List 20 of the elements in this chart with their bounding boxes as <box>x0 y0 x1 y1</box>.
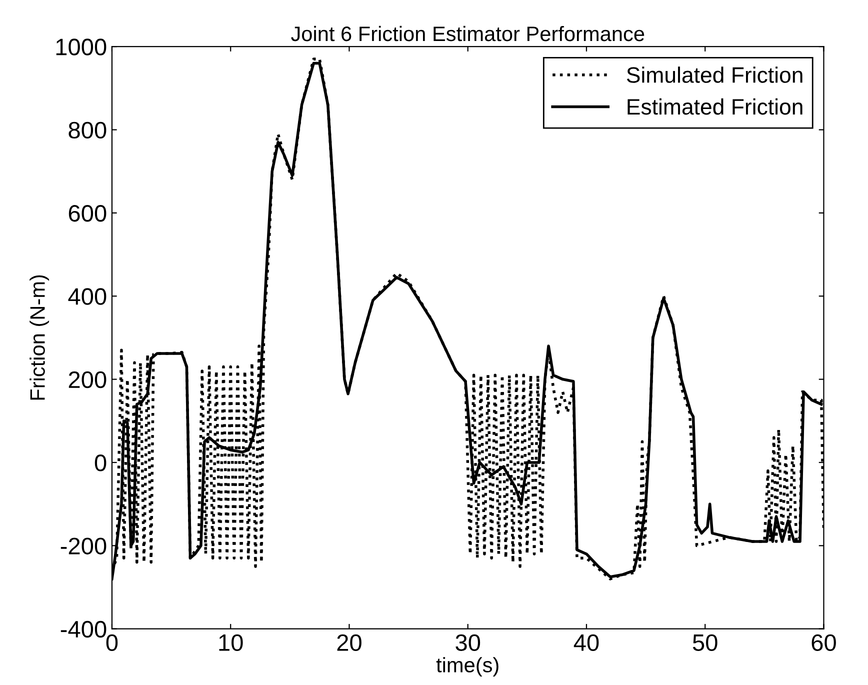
y-tick-label: 0 <box>94 454 106 472</box>
y-tick-label: -200 <box>60 538 106 554</box>
y-tick-label: 200 <box>68 371 106 388</box>
x-tick-label: 10 <box>219 634 243 652</box>
x-tick-label: 0 <box>106 634 118 652</box>
y-tick-label: 400 <box>68 288 106 305</box>
chart-title: Joint 6 Friction Estimator Performance <box>291 26 644 42</box>
y-tick-label: 600 <box>68 205 106 222</box>
legend-label: Simulated Friction <box>626 66 802 83</box>
y-tick-label: -400 <box>60 620 106 638</box>
x-tick-label: 60 <box>812 634 836 652</box>
legend-label: Estimated Friction <box>628 98 802 115</box>
x-tick-label: 50 <box>692 634 718 652</box>
x-axis-title: time(s) <box>436 657 498 676</box>
y-tick-label: 1000 <box>56 38 106 56</box>
x-tick-label: 40 <box>574 634 599 652</box>
x-tick-label: 30 <box>456 634 480 652</box>
y-tick-label: 800 <box>68 122 106 139</box>
x-tick-label: 20 <box>337 634 362 652</box>
y-axis-title: Friction (N-m) <box>30 275 50 400</box>
